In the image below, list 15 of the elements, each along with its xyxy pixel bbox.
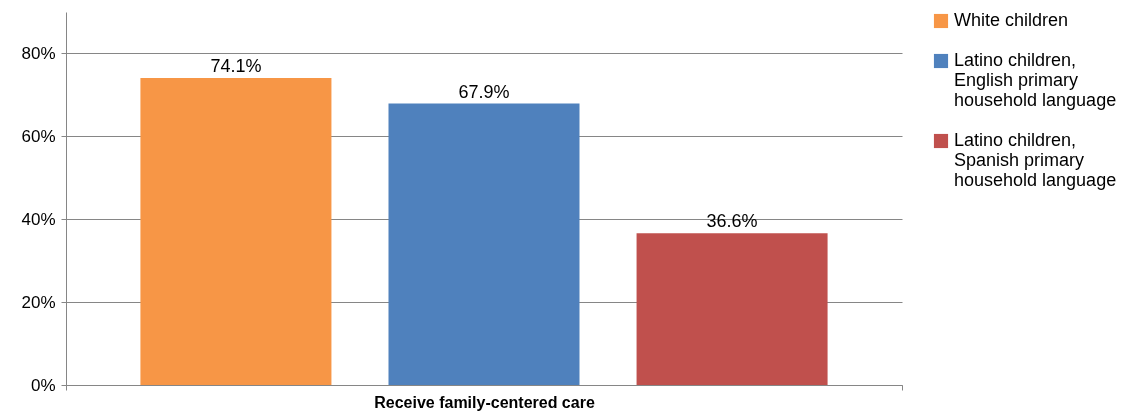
- legend-label: White children: [954, 10, 1069, 30]
- y-tick-label: 60%: [21, 126, 56, 146]
- legend-label: Latino children, English primary household language: [954, 50, 1117, 110]
- bar: [388, 103, 580, 385]
- data-label: 67.9%: [458, 81, 510, 102]
- y-tick-label: 40%: [21, 209, 56, 229]
- y-tick-label: 80%: [21, 43, 56, 63]
- legend-label: Latino children, Spanish primary household language: [954, 130, 1117, 190]
- x-tick-label: Receive family-centered care: [374, 393, 595, 411]
- y-tick-label: 20%: [21, 292, 56, 312]
- bar: [140, 77, 332, 385]
- data-label: 74.1%: [210, 55, 262, 76]
- data-label: 36.6%: [706, 211, 758, 232]
- bar: [636, 233, 828, 385]
- y-tick-label: 0%: [30, 375, 56, 395]
